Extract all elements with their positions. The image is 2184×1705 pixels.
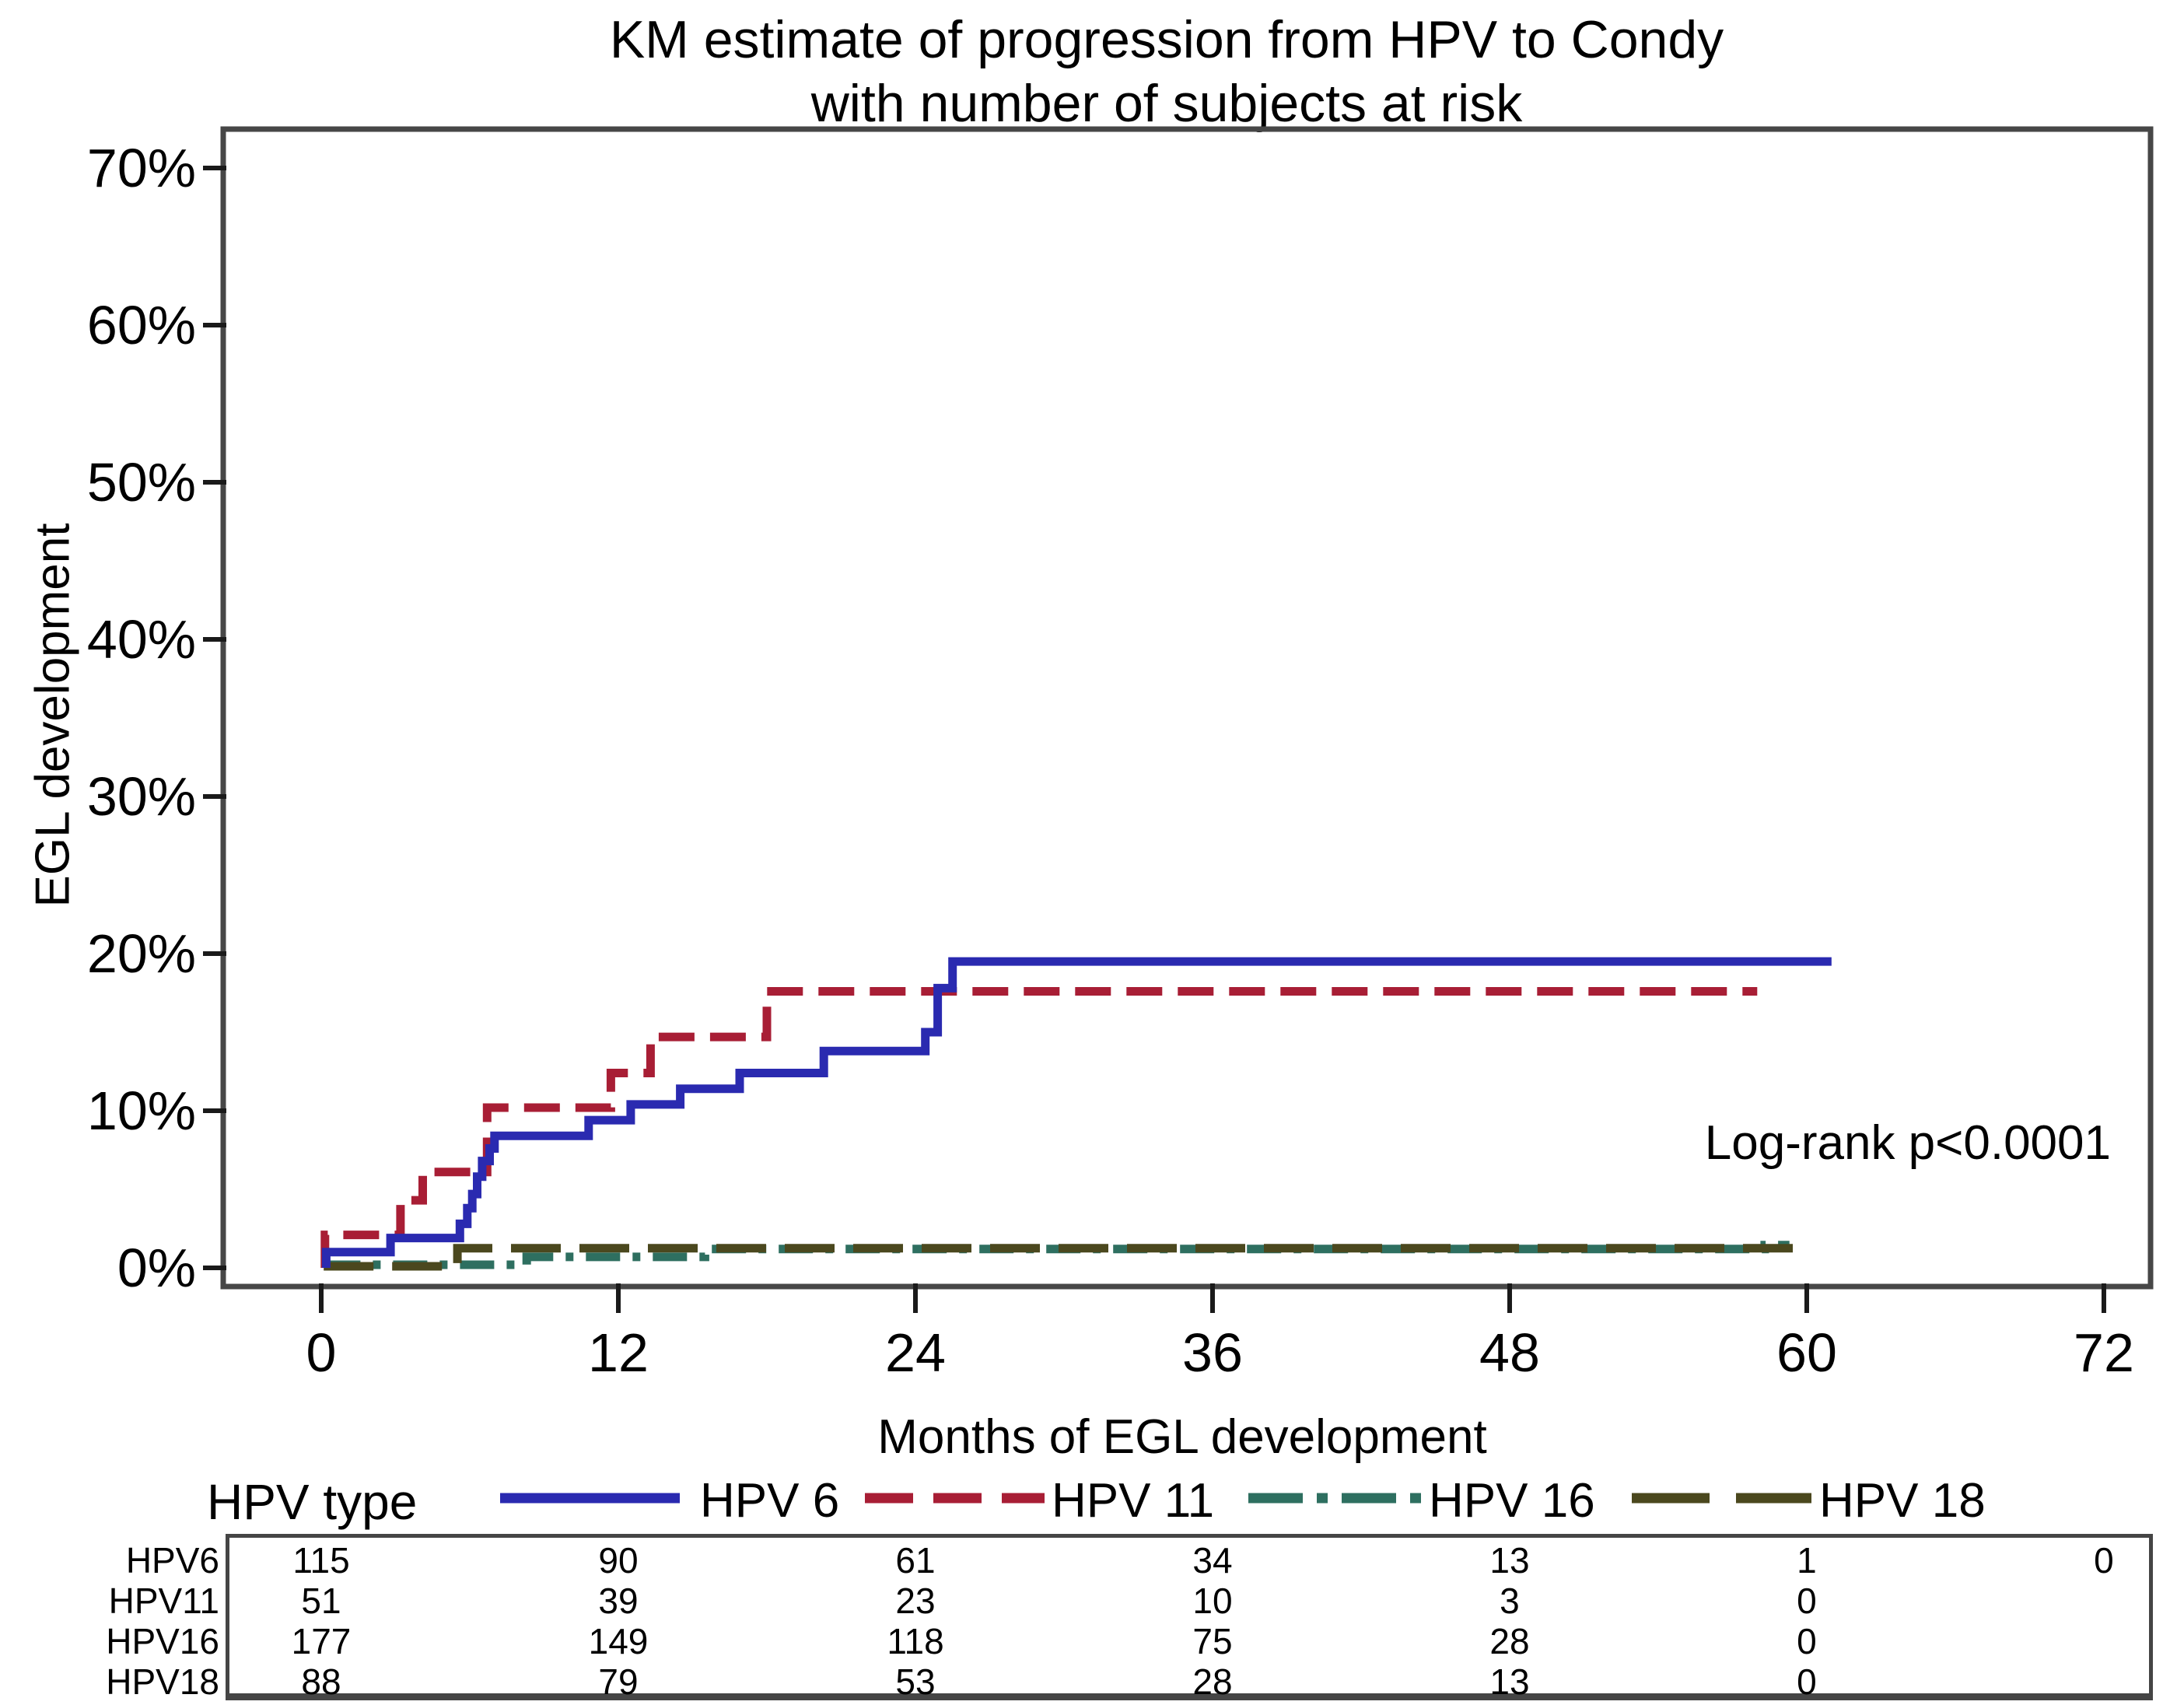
legend-label-hpv6: HPV 6 (700, 1474, 840, 1528)
risk-value: 149 (588, 1621, 649, 1661)
risk-row-label-hpv6: HPV6 (125, 1540, 219, 1581)
chart-title-line1: KM estimate of progression from HPV to C… (609, 10, 1724, 69)
y-tick-label: 70% (86, 138, 196, 198)
legend-swatch-hpv18 (1632, 1493, 1811, 1504)
legend-swatch-hpv16 (1248, 1493, 1428, 1504)
legend-swatch-hpv6 (500, 1493, 680, 1504)
risk-value: 118 (887, 1621, 944, 1661)
x-tick-label: 24 (885, 1322, 946, 1383)
y-tick-label: 20% (86, 923, 196, 984)
risk-value: 39 (598, 1581, 639, 1621)
x-tick-label: 36 (1182, 1322, 1243, 1383)
risk-value: 10 (1192, 1581, 1233, 1621)
risk-value: 1 (1797, 1540, 1817, 1581)
risk-row-label-hpv18: HPV18 (106, 1661, 219, 1702)
risk-value: 75 (1192, 1621, 1233, 1661)
km-curve-hpv18 (324, 1244, 1807, 1271)
x-tick-label: 72 (2074, 1322, 2134, 1383)
legend-label-hpv16: HPV 16 (1429, 1474, 1595, 1528)
chart-title-line2: with number of subjects at risk (810, 74, 1523, 133)
risk-value: 0 (1797, 1621, 1817, 1661)
plot-frame (220, 126, 2154, 1290)
km-curve-hpv6 (321, 957, 1832, 1268)
x-axis-title: Months of EGL development (877, 1410, 1487, 1464)
risk-value: 13 (1489, 1540, 1530, 1581)
risk-value: 53 (895, 1661, 936, 1702)
legend-label-hpv18: HPV 18 (1819, 1474, 1986, 1528)
risk-value: 88 (301, 1661, 341, 1702)
risk-value: 115 (292, 1540, 350, 1581)
risk-value: 0 (2094, 1540, 2114, 1581)
risk-row-label-hpv16: HPV16 (106, 1621, 219, 1661)
risk-value: 28 (1489, 1621, 1530, 1661)
risk-value: 28 (1192, 1661, 1233, 1702)
risk-table-box (226, 1534, 2153, 1700)
risk-row-label-hpv11: HPV11 (108, 1581, 219, 1621)
risk-value: 23 (895, 1581, 936, 1621)
legend-label-hpv11: HPV 11 (1052, 1474, 1215, 1528)
risk-value: 0 (1797, 1581, 1817, 1621)
y-tick-label: 0% (117, 1238, 196, 1298)
risk-value: 51 (301, 1581, 341, 1621)
risk-value: 61 (895, 1540, 936, 1581)
risk-value: 90 (598, 1540, 639, 1581)
x-tick-label: 0 (306, 1322, 337, 1383)
logrank-annotation: Log-rank p<0.0001 (1704, 1116, 2111, 1170)
risk-value: 34 (1192, 1540, 1233, 1581)
risk-value: 0 (1797, 1661, 1817, 1702)
y-tick-label: 50% (86, 452, 196, 513)
km-curve-hpv11 (320, 987, 1758, 1268)
y-tick-label: 60% (86, 295, 196, 355)
risk-value: 79 (598, 1661, 639, 1702)
y-tick-label: 10% (86, 1080, 196, 1141)
x-tick-label: 60 (1776, 1322, 1837, 1383)
legend-swatch-hpv11 (865, 1493, 1045, 1504)
risk-value: 3 (1500, 1581, 1520, 1621)
x-tick-label: 12 (588, 1322, 649, 1383)
risk-value: 13 (1489, 1661, 1530, 1702)
legend-title: HPV type (207, 1474, 418, 1530)
risk-value: 177 (291, 1621, 352, 1661)
chart-title: KM estimate of progression from HPV to C… (156, 8, 2178, 135)
y-tick-label: 40% (86, 609, 196, 670)
x-tick-label: 48 (1479, 1322, 1540, 1383)
y-tick-label: 30% (86, 766, 196, 827)
